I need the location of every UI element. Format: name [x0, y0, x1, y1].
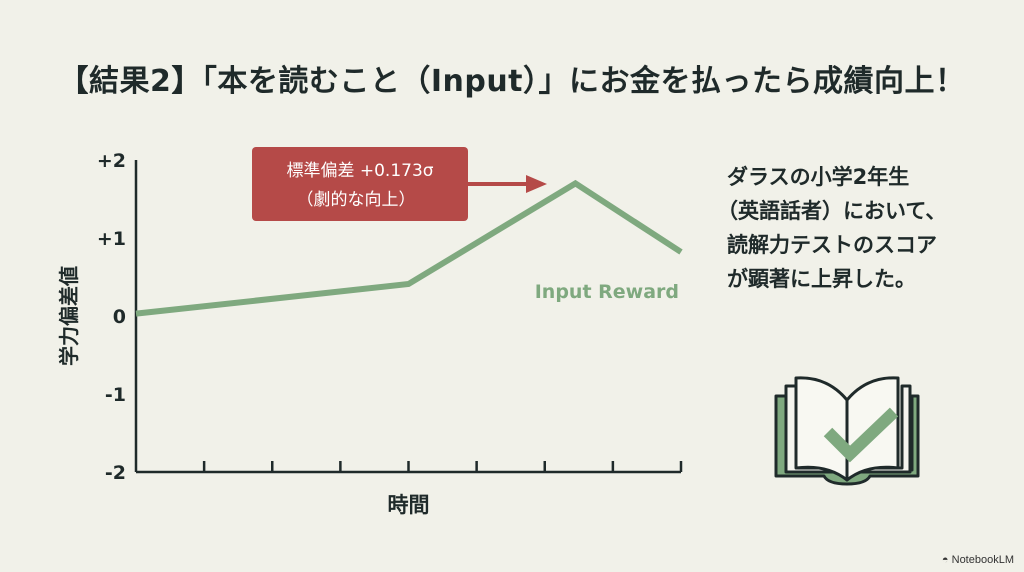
y-tick-label: 0: [113, 306, 126, 328]
annotation-box: [252, 147, 468, 221]
annotation-text: 標準偏差 +0.173σ: [286, 161, 433, 181]
line-chart: +2 +1 0 -1 -2 時間 学力偏差値 Input Reward 標準偏差 +0.173…: [57, 147, 683, 517]
y-tick-label: -2: [105, 462, 126, 484]
x-axis-label: 時間: [388, 493, 430, 517]
series-label: Input Reward: [535, 281, 679, 303]
y-axis-label: 学力偏差値: [57, 266, 81, 366]
description-line: 読解力テストのスコア: [727, 233, 937, 257]
series-line-input-reward: [135, 179, 683, 317]
description-line: （英語話者）において、: [717, 199, 947, 223]
logo-icon: ◓: [941, 554, 952, 566]
annotation-text: （劇的な向上）: [297, 190, 416, 210]
description-line: ダラスの小学2年生: [727, 165, 910, 189]
y-tick-label: +1: [97, 228, 126, 250]
brand-text: NotebookLM: [951, 554, 1014, 566]
arrow-head-icon: [526, 175, 547, 193]
y-tick-label: +2: [97, 150, 126, 172]
open-book-check-icon: [774, 376, 920, 486]
description-line: が顕著に上昇した。: [727, 267, 916, 291]
notebooklm-logo: ◓ NotebookLM: [942, 554, 1014, 566]
description-text: ダラスの小学2年生 （英語話者）において、 読解力テストのスコア が顕著に上昇し…: [717, 160, 946, 296]
y-tick-label: -1: [105, 384, 126, 406]
slide-title: 【結果2】「本を読むこと（Input）」にお金を払ったら成績向上！: [58, 64, 966, 99]
